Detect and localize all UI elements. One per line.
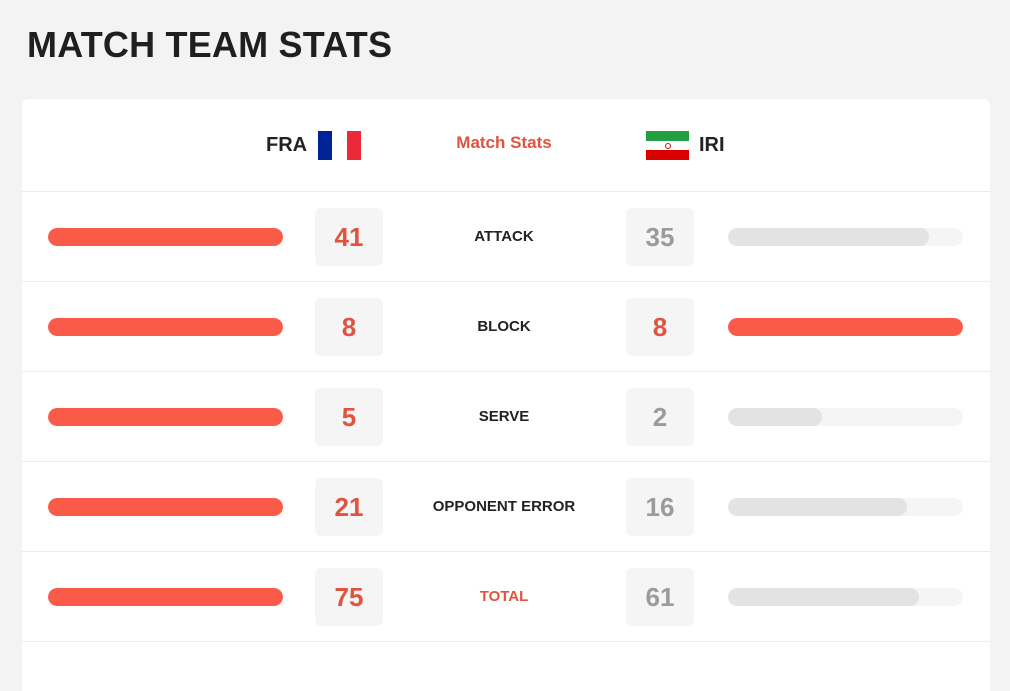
away-bar-fill bbox=[728, 408, 822, 426]
stat-row-attack: 41 ATTACK 35 bbox=[22, 192, 990, 282]
away-bar bbox=[728, 228, 963, 246]
home-bar-fill bbox=[48, 318, 283, 336]
home-value: 8 bbox=[315, 298, 383, 356]
stats-header: FRA Match Stats IRI bbox=[22, 99, 990, 192]
stat-label: SERVE bbox=[478, 408, 530, 425]
home-bar bbox=[48, 588, 283, 606]
away-bar-fill bbox=[728, 318, 963, 336]
home-bar bbox=[48, 228, 283, 246]
home-value: 41 bbox=[315, 208, 383, 266]
france-flag-icon bbox=[318, 131, 362, 160]
home-value: 5 bbox=[315, 388, 383, 446]
away-bar bbox=[728, 318, 963, 336]
home-value: 75 bbox=[315, 568, 383, 626]
away-bar-fill bbox=[728, 588, 920, 606]
home-bar bbox=[48, 498, 283, 516]
home-bar-fill bbox=[48, 498, 283, 516]
away-bar bbox=[728, 498, 963, 516]
stat-row-total: 75 TOTAL 61 bbox=[22, 552, 990, 642]
home-bar-fill bbox=[48, 228, 283, 246]
stat-row-opponent-error: 21 OPPONENT ERROR 16 bbox=[22, 462, 990, 552]
team-stats-card: FRA Match Stats IRI 41 ATTACK 35 bbox=[22, 99, 990, 691]
away-team: IRI bbox=[646, 131, 725, 160]
away-bar bbox=[728, 588, 963, 606]
match-stats-label: Match Stats bbox=[456, 133, 552, 152]
stat-label: TOTAL bbox=[479, 588, 529, 605]
stat-rows: 41 ATTACK 35 8 BLOCK 8 5 SERVE 2 21 OPPO… bbox=[22, 192, 990, 642]
stat-label: BLOCK bbox=[477, 318, 531, 335]
home-bar bbox=[48, 408, 283, 426]
away-bar-fill bbox=[728, 228, 929, 246]
away-value: 35 bbox=[626, 208, 694, 266]
away-value: 61 bbox=[626, 568, 694, 626]
stat-row-serve: 5 SERVE 2 bbox=[22, 372, 990, 462]
iran-flag-icon bbox=[646, 131, 689, 160]
away-bar bbox=[728, 408, 963, 426]
stat-label: ATTACK bbox=[474, 228, 534, 245]
away-value: 16 bbox=[626, 478, 694, 536]
stat-label: OPPONENT ERROR bbox=[432, 498, 576, 515]
home-team-code: FRA bbox=[266, 134, 308, 156]
home-value: 21 bbox=[315, 478, 383, 536]
away-value: 8 bbox=[626, 298, 694, 356]
home-bar bbox=[48, 318, 283, 336]
stat-row-block: 8 BLOCK 8 bbox=[22, 282, 990, 372]
page-title: MATCH TEAM STATS bbox=[27, 24, 393, 65]
away-team-code: IRI bbox=[699, 134, 725, 156]
away-bar-fill bbox=[728, 498, 908, 516]
home-team: FRA bbox=[266, 131, 362, 160]
home-bar-fill bbox=[48, 408, 283, 426]
home-bar-fill bbox=[48, 588, 283, 606]
away-value: 2 bbox=[626, 388, 694, 446]
